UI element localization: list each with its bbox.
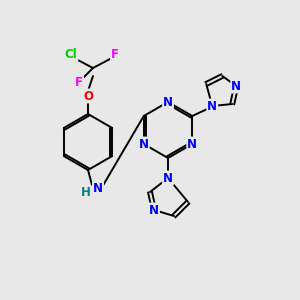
Text: F: F xyxy=(75,76,83,88)
Text: N: N xyxy=(163,95,173,109)
Text: N: N xyxy=(163,172,173,184)
Text: N: N xyxy=(149,203,159,217)
Text: O: O xyxy=(83,89,93,103)
Text: N: N xyxy=(187,137,197,151)
Text: F: F xyxy=(111,47,119,61)
Text: N: N xyxy=(207,100,217,112)
Text: N: N xyxy=(139,137,149,151)
Text: Cl: Cl xyxy=(64,47,77,61)
Text: N: N xyxy=(231,80,241,92)
Text: N: N xyxy=(93,182,103,194)
Text: H: H xyxy=(81,187,91,200)
